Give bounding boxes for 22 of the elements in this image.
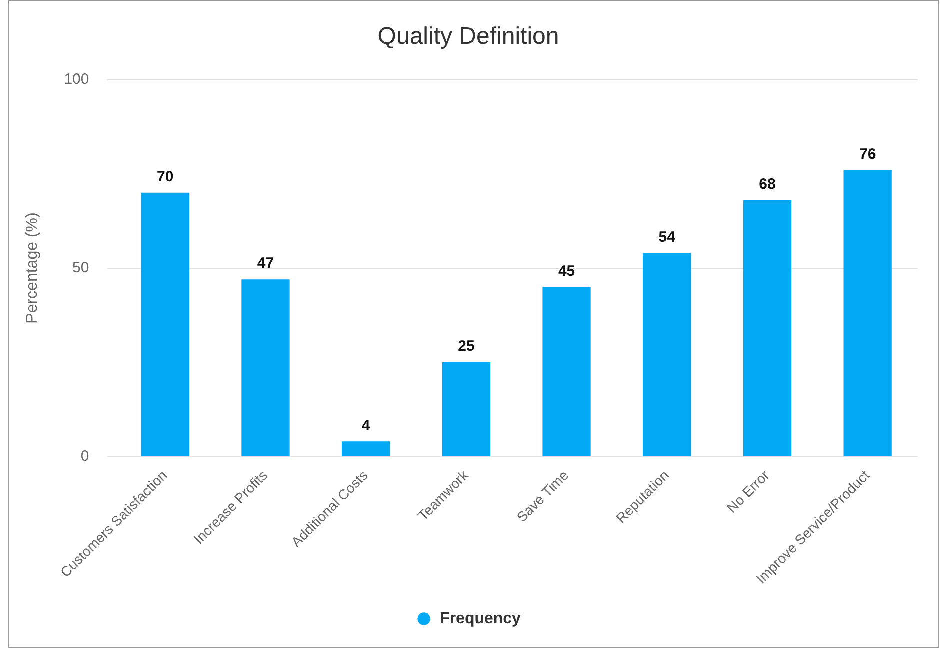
bar: [844, 170, 892, 456]
y-tick-label: 0: [80, 448, 90, 465]
bar: [342, 442, 390, 456]
bar: [442, 362, 491, 456]
bar: [242, 280, 290, 456]
legend-label: Frequency: [440, 610, 522, 628]
data-label: 25: [458, 338, 475, 356]
y-axis-title: Percentage (%): [24, 212, 42, 324]
data-label: 45: [558, 262, 576, 280]
data-label: 47: [257, 255, 274, 272]
bar: [743, 200, 792, 456]
data-label: 70: [157, 168, 174, 186]
y-tick-label: 100: [64, 70, 90, 88]
bar: [643, 253, 692, 456]
chart-title: Quality Definition: [378, 23, 560, 50]
data-label: 54: [658, 228, 676, 246]
bar: [542, 287, 591, 456]
data-label: 4: [362, 417, 371, 434]
data-label: 76: [859, 146, 876, 163]
data-label: 68: [759, 176, 776, 194]
bar: [141, 192, 190, 456]
y-tick-label: 50: [72, 259, 90, 276]
